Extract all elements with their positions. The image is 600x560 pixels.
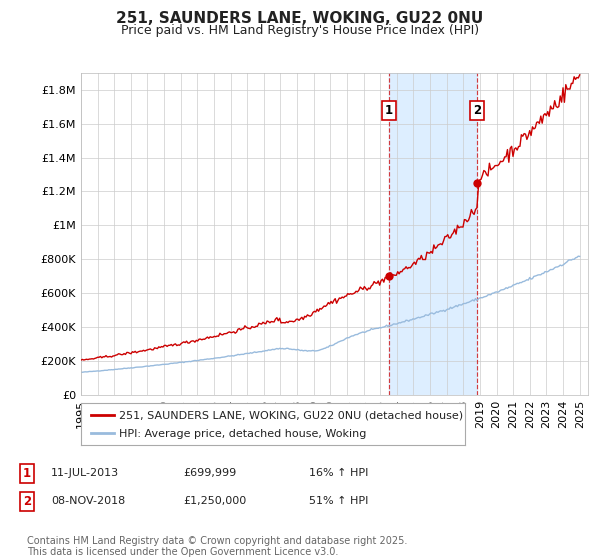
Text: 51% ↑ HPI: 51% ↑ HPI <box>309 496 368 506</box>
Text: £1,250,000: £1,250,000 <box>183 496 246 506</box>
Text: 2: 2 <box>23 494 31 508</box>
Text: 251, SAUNDERS LANE, WOKING, GU22 0NU (detached house): 251, SAUNDERS LANE, WOKING, GU22 0NU (de… <box>119 410 464 421</box>
Text: 11-JUL-2013: 11-JUL-2013 <box>51 468 119 478</box>
Text: Price paid vs. HM Land Registry's House Price Index (HPI): Price paid vs. HM Land Registry's House … <box>121 24 479 36</box>
Text: 251, SAUNDERS LANE, WOKING, GU22 0NU: 251, SAUNDERS LANE, WOKING, GU22 0NU <box>116 11 484 26</box>
Text: 2: 2 <box>473 104 482 116</box>
Text: 1: 1 <box>385 104 393 116</box>
Text: 1: 1 <box>23 466 31 480</box>
Text: HPI: Average price, detached house, Woking: HPI: Average price, detached house, Woki… <box>119 429 367 439</box>
Bar <box>389 73 478 395</box>
Text: 08-NOV-2018: 08-NOV-2018 <box>51 496 125 506</box>
Text: 16% ↑ HPI: 16% ↑ HPI <box>309 468 368 478</box>
Text: Contains HM Land Registry data © Crown copyright and database right 2025.
This d: Contains HM Land Registry data © Crown c… <box>27 535 407 557</box>
Text: £699,999: £699,999 <box>183 468 236 478</box>
